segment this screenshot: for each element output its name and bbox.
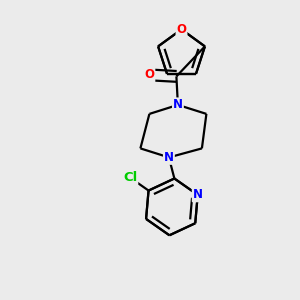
Text: O: O [176, 23, 187, 36]
Text: N: N [173, 98, 183, 111]
Text: N: N [193, 188, 203, 201]
Text: O: O [144, 68, 154, 81]
Text: Cl: Cl [123, 171, 137, 184]
Text: N: N [164, 151, 174, 164]
